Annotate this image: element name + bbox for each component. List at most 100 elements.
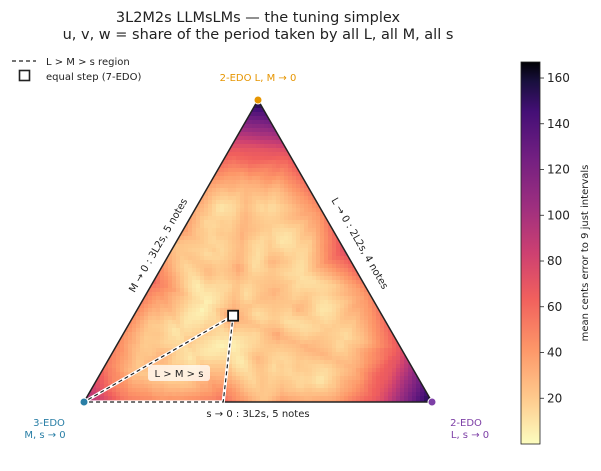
heatmap-cell bbox=[160, 256, 165, 261]
heatmap-cell bbox=[160, 308, 165, 313]
heatmap-cell bbox=[152, 380, 157, 385]
heatmap-cell bbox=[348, 264, 353, 269]
heatmap-cell bbox=[128, 308, 133, 313]
heatmap-cell bbox=[396, 384, 401, 389]
heatmap-cell bbox=[228, 236, 233, 241]
heatmap-cell bbox=[132, 364, 137, 369]
heatmap-cell bbox=[264, 300, 269, 305]
heatmap-cell bbox=[236, 340, 241, 345]
heatmap-cell bbox=[184, 296, 189, 301]
heatmap-cell bbox=[348, 328, 353, 333]
heatmap-cell bbox=[176, 276, 181, 281]
heatmap-cell bbox=[244, 140, 249, 145]
heatmap-cell bbox=[368, 392, 373, 397]
heatmap-cell bbox=[180, 276, 185, 281]
heatmap-cell bbox=[276, 276, 281, 281]
heatmap-cell bbox=[352, 328, 357, 333]
heatmap-cell bbox=[168, 240, 173, 245]
heatmap-cell bbox=[268, 280, 273, 285]
heatmap-cell bbox=[272, 260, 277, 265]
heatmap-cell bbox=[284, 228, 289, 233]
heatmap-cell bbox=[276, 164, 281, 169]
heatmap-cell bbox=[148, 356, 153, 361]
heatmap-cell bbox=[176, 248, 181, 253]
heatmap-cell bbox=[184, 252, 189, 257]
heatmap-cell bbox=[252, 328, 257, 333]
heatmap-cell bbox=[260, 392, 265, 397]
heatmap-cell bbox=[280, 284, 285, 289]
heatmap-cell bbox=[316, 216, 321, 221]
heatmap-cell bbox=[252, 300, 257, 305]
heatmap-cell bbox=[364, 288, 369, 293]
heatmap-cell bbox=[284, 200, 289, 205]
heatmap-cell bbox=[236, 176, 241, 181]
heatmap-cell bbox=[180, 360, 185, 365]
heatmap-cell bbox=[144, 328, 149, 333]
heatmap-cell bbox=[344, 348, 349, 353]
heatmap-cell bbox=[372, 292, 377, 297]
heatmap-cell bbox=[304, 380, 309, 385]
heatmap-cell bbox=[252, 276, 257, 281]
heatmap-cell bbox=[180, 252, 185, 257]
heatmap-cell bbox=[156, 392, 161, 397]
heatmap-cell bbox=[160, 348, 165, 353]
heatmap-cell bbox=[240, 252, 245, 257]
heatmap-cell bbox=[272, 184, 277, 189]
heatmap-cell bbox=[288, 240, 293, 245]
heatmap-cell bbox=[392, 392, 397, 397]
heatmap-cell bbox=[236, 260, 241, 265]
heatmap-cell bbox=[244, 288, 249, 293]
heatmap-cell bbox=[276, 400, 281, 402]
heatmap-cell bbox=[264, 184, 269, 189]
heatmap-cell bbox=[124, 384, 129, 389]
heatmap-cell bbox=[176, 348, 181, 353]
heatmap-cell bbox=[372, 372, 377, 377]
heatmap-cell bbox=[284, 304, 289, 309]
heatmap-cell bbox=[240, 260, 245, 265]
heatmap-cell bbox=[356, 396, 361, 401]
heatmap-cell bbox=[276, 272, 281, 277]
heatmap-cell bbox=[300, 212, 305, 217]
heatmap-cell bbox=[424, 396, 429, 401]
heatmap-cell bbox=[352, 400, 357, 402]
heatmap-cell bbox=[388, 376, 393, 381]
heatmap-cell bbox=[308, 172, 313, 177]
heatmap-cell bbox=[280, 392, 285, 397]
heatmap-cell bbox=[288, 348, 293, 353]
heatmap-cell bbox=[180, 384, 185, 389]
simplex-outline bbox=[82, 98, 434, 403]
heatmap-cell bbox=[296, 176, 301, 181]
heatmap-cell bbox=[364, 324, 369, 329]
heatmap-cell bbox=[172, 272, 177, 277]
heatmap-cell bbox=[232, 244, 237, 249]
heatmap-cell bbox=[240, 132, 245, 137]
heatmap-cell bbox=[312, 296, 317, 301]
heatmap-cell bbox=[132, 348, 137, 353]
heatmap-cell bbox=[200, 236, 205, 241]
heatmap-cell bbox=[324, 316, 329, 321]
heatmap-cell bbox=[304, 240, 309, 245]
heatmap-cell bbox=[196, 256, 201, 261]
heatmap-cell bbox=[264, 180, 269, 185]
heatmap-cell bbox=[288, 220, 293, 225]
heatmap-cell bbox=[172, 328, 177, 333]
heatmap-cell bbox=[268, 220, 273, 225]
heatmap-cell bbox=[332, 360, 337, 365]
heatmap-cell bbox=[272, 356, 277, 361]
heatmap-cell bbox=[264, 152, 269, 157]
heatmap-cell bbox=[216, 288, 221, 293]
heatmap-cell bbox=[304, 228, 309, 233]
heatmap-cell bbox=[396, 376, 401, 381]
heatmap-cell bbox=[248, 252, 253, 257]
heatmap-cell bbox=[392, 352, 397, 357]
heatmap-cell bbox=[232, 188, 237, 193]
heatmap-cell bbox=[188, 236, 193, 241]
heatmap-cell bbox=[212, 248, 217, 253]
heatmap-cell bbox=[256, 172, 261, 177]
heatmap-cell bbox=[284, 332, 289, 337]
heatmap-cell bbox=[304, 392, 309, 397]
heatmap-cell bbox=[100, 396, 105, 401]
heatmap-cell bbox=[168, 392, 173, 397]
heatmap-cell bbox=[296, 208, 301, 213]
heatmap-cell bbox=[248, 220, 253, 225]
